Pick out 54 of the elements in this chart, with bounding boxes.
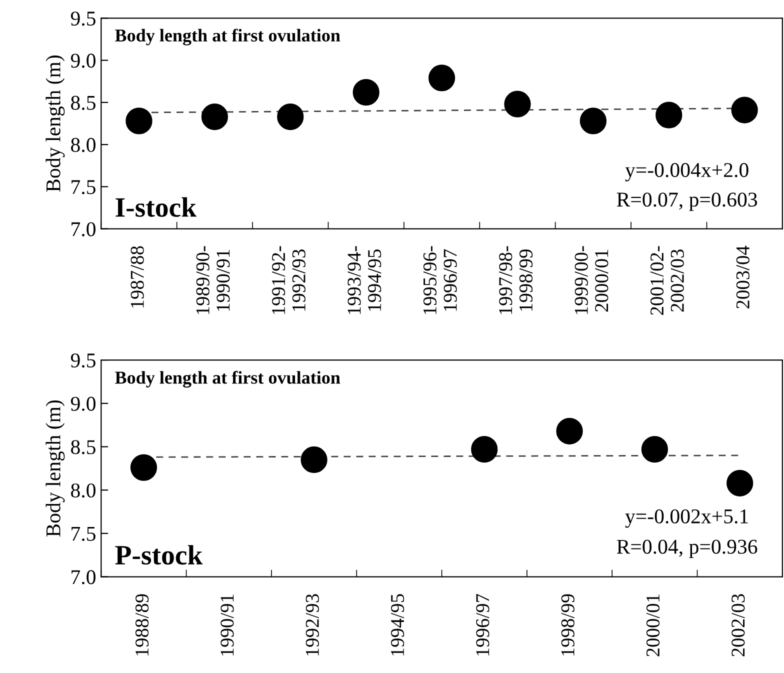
y-tick-label: 7.0 — [72, 222, 96, 236]
x-tick-label: 2003/04 — [736, 246, 750, 308]
point — [656, 102, 682, 128]
y-tick-label: 7.5 — [72, 180, 96, 194]
annotation: I-stock — [116, 197, 197, 217]
annotation: R=0.04, p=0.936 — [616, 540, 758, 558]
point — [126, 108, 152, 134]
y-tick-label: 9.0 — [70, 54, 96, 68]
point — [641, 436, 668, 463]
annotation: P-stock — [115, 545, 203, 565]
y-tick-label: 9.5 — [70, 353, 96, 368]
y-axis-title: Body length (m) — [46, 400, 65, 537]
point — [277, 103, 304, 130]
point — [428, 64, 456, 92]
point — [352, 79, 380, 106]
text: Body length at first ovulation — [115, 28, 340, 46]
y-tick-label: 8.0 — [71, 138, 96, 152]
y-tick-label: 8.0 — [71, 483, 96, 498]
point — [300, 446, 328, 474]
x-tick-label: 1994/95 — [391, 594, 404, 656]
x-tick-label: 1988/89 — [135, 594, 149, 656]
x-tick-label: 2000/01 — [646, 594, 660, 656]
x-tick-label: 2002/03 — [732, 594, 745, 656]
y-tick-label: 8.5 — [71, 440, 96, 454]
y-tick-label: 7.0 — [72, 570, 96, 584]
x-tick-label: 1996/97 — [476, 594, 490, 656]
point — [130, 454, 158, 481]
x-tick-label: 1987/88 — [130, 246, 144, 308]
x-tick-label: 1997/98- 1998/99 — [499, 246, 533, 314]
point — [726, 470, 754, 496]
x-tick-label: 1995/96- 1996/97 — [423, 246, 457, 314]
x-tick-label: 2001/02- 2002/03 — [650, 246, 684, 315]
annotation: y=-0.002x+5.1 — [625, 509, 748, 528]
x-tick-label: 1990/91 — [220, 594, 234, 656]
point — [556, 418, 583, 444]
x-tick-label: 1998/99 — [561, 594, 574, 656]
y-axis-title: Body length (m) — [46, 56, 65, 192]
point — [731, 96, 758, 124]
y-tick-label: 9.0 — [70, 396, 96, 411]
point — [580, 108, 606, 134]
y-tick-label: 9.5 — [70, 12, 96, 26]
annotation: R=0.07, p=0.603 — [616, 192, 758, 211]
x-tick-label: 1991/92- 1992/93 — [272, 246, 306, 314]
text: Body length at first ovulation — [115, 370, 340, 388]
point — [471, 436, 498, 463]
x-tick-label: 1992/93 — [306, 594, 319, 656]
y-tick-label: 8.5 — [71, 96, 96, 110]
annotation: y=-0.004x+2.0 — [625, 163, 748, 182]
x-tick-label: 1999/00- 2000/01 — [574, 246, 608, 314]
point — [504, 90, 531, 118]
point — [201, 103, 228, 130]
x-tick-label: 1993/94- 1994/95 — [348, 246, 382, 314]
x-tick-label: 1989/90- 1990/91 — [196, 246, 230, 314]
y-tick-label: 7.5 — [72, 527, 96, 541]
